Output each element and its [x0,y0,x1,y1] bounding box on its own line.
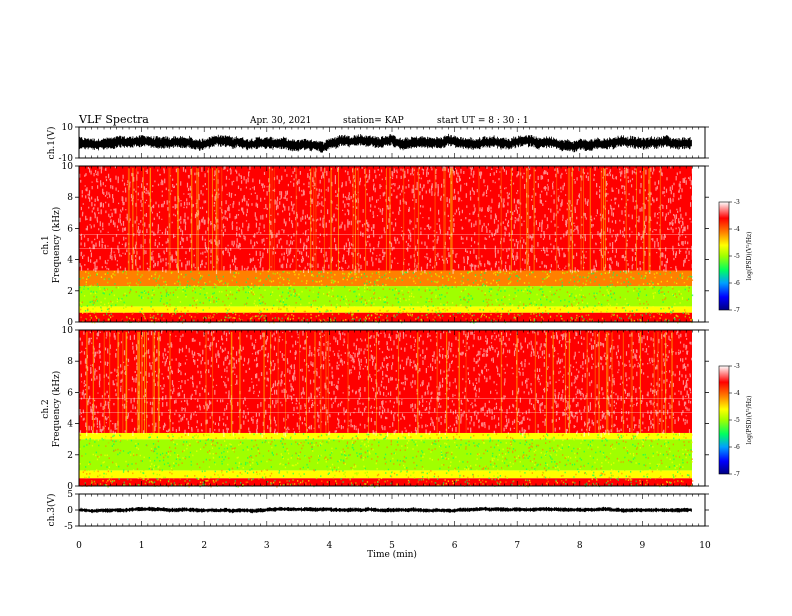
x-axis-label: Time (min) [367,549,417,560]
colorbar-tick-label: -5 [734,253,740,260]
colorbar-tick-label: -6 [734,444,740,451]
x-tick-label: 8 [577,541,583,551]
x-tick-label: 1 [139,541,145,551]
x-tick-label: 3 [264,541,270,551]
panel-frame [78,493,706,527]
colorbar-tick-label: -7 [734,307,740,314]
ch1_spectrogram-tick-label: 8 [67,193,73,203]
ch1_waveform-tick-label: -10 [59,154,74,164]
ch2_spectrogram-tick-label: 10 [62,326,74,336]
station-label: station= KAP [343,116,404,126]
spectral-band [79,470,692,479]
ch1-waveform-ylabel: ch.1(V) [46,127,57,160]
x-tick-label: 6 [452,541,458,551]
ch2-spectrogram-panel: 0 2 4 6 8 10 [62,326,709,492]
spectral-band [79,286,692,307]
ch1_spectrogram-tick-label: 6 [67,224,73,234]
ch1-spectrogram-ylabel-channel: ch.1 [41,235,51,254]
spectral-band [79,312,692,322]
colorbar-tick-label: -3 [734,199,740,206]
ch2-spectrogram-ylabel-frequency: Frequency (kHz) [51,371,62,448]
colorbar-tick-label: -3 [734,363,740,370]
ch2_spectrogram-tick-label: 2 [67,451,73,461]
colorbar-label: log(PSD)(V²/Hz) [746,232,753,281]
x-tick-label: 10 [699,541,711,551]
spectral-band [79,270,692,287]
ch2_spectrogram-tick-label: 4 [67,420,73,430]
colorbar-gradient [718,201,730,311]
ch1_spectrogram-tick-label: 4 [67,256,73,266]
spectral-noise-low [83,433,692,488]
x-tick-label: 9 [640,541,646,551]
colorbar-gradient [718,365,730,475]
ch2-spectrogram-ylabel-channel: ch.2 [41,399,51,418]
colorbar-tick-label: -6 [734,280,740,287]
spectral-noise-low [80,270,694,324]
ch1-spectrogram-panel: 0 2 4 6 8 10 [62,162,709,328]
x-tick-label: 2 [201,541,207,551]
spectral-band [79,166,692,271]
colorbar-tick-label: -4 [734,226,740,233]
x-tick-label: 0 [76,541,82,551]
x-tick-label: 7 [514,541,520,551]
panel-frame [78,329,706,487]
figure-title: VLF Spectra [78,113,149,126]
ch3-waveform-ylabel: ch.3(V) [46,494,57,527]
panel-frame [78,165,706,323]
colorbar-tick-label: -4 [734,390,740,397]
ch2_spectrogram-tick-label: 6 [67,388,73,398]
spectral-noise [79,330,693,438]
ch1-waveform-panel: 10 -10 [59,123,709,164]
ch1_spectrogram-tick-label: 0 [67,318,73,328]
colorbar-ch2: -3 -4 -5 -6 -7 log(PSD)(V²/Hz) [718,363,753,478]
ch1_spectrogram-tick-label: 2 [67,287,73,297]
ch1-spectrogram-ylabel-frequency: Frequency (kHz) [51,207,62,284]
x-tick-label: 5 [389,541,395,551]
colorbar-ch1: -3 -4 -5 -6 -7 log(PSD)(V²/Hz) [718,199,753,314]
x-tick-label: 4 [327,541,333,551]
ch2_spectrogram-tick-label: 8 [67,357,73,367]
colorbar-tick-label: -7 [734,471,740,478]
spectral-band [79,306,692,313]
ch3_waveform-tick-label: 5 [67,490,73,500]
ch1_spectrogram-tick-label: 10 [62,162,74,172]
date-label: Apr. 30, 2021 [249,116,311,126]
ch3-waveform-panel: 50-50 1 2 3 4 5 6 7 8 9 10 [64,490,711,551]
ch3_waveform-tick-label: -5 [64,522,73,532]
ch1_waveform-tick-label: 10 [62,123,74,133]
spectral-band [79,330,692,433]
start-time-label: start UT = 8 : 30 : 1 [437,116,529,126]
colorbar-label: log(PSD)(V²/Hz) [746,396,753,445]
waveform-trace [78,133,692,153]
spectral-noise-low [79,433,694,488]
ch2_spectrogram-tick-label: 0 [67,482,73,492]
waveform-trace [78,506,692,514]
colorbar-tick-label: -5 [734,417,740,424]
panel-frame [78,126,706,159]
ch3_waveform-tick-label: 0 [67,506,73,516]
